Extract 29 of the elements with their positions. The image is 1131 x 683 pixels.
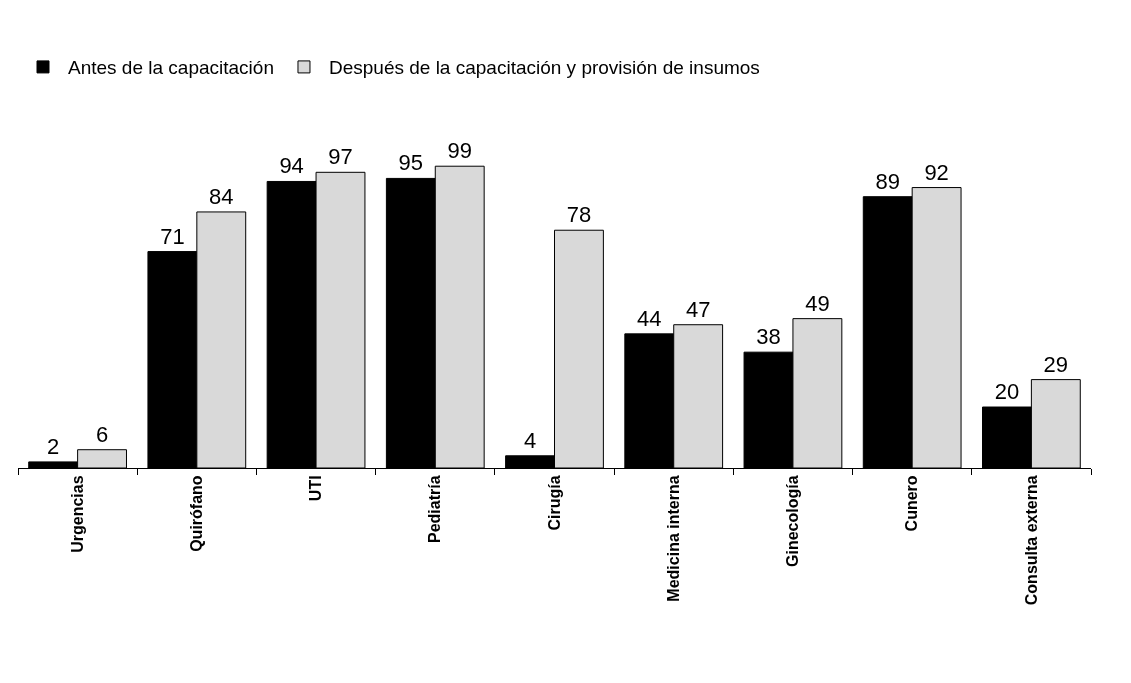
data-label: 4 xyxy=(523,427,537,453)
x-tick-label: Cirugía xyxy=(545,475,563,531)
data-label: 6 xyxy=(95,421,109,447)
legend-label: Después de la capacitación y provisión de insumos xyxy=(328,57,760,79)
data-label: 92 xyxy=(924,159,949,185)
data-label: 99 xyxy=(447,138,472,164)
x-tick-label: Ginecología xyxy=(784,475,802,567)
data-label: 78 xyxy=(566,202,592,228)
data-label: 44 xyxy=(637,305,662,331)
data-label: 97 xyxy=(328,144,353,170)
data-label: 38 xyxy=(756,324,781,350)
x-tick-label: Consulta externa xyxy=(1022,475,1040,606)
x-tick-label: Cunero xyxy=(903,475,921,532)
data-label: 29 xyxy=(1043,351,1069,377)
data-label: 2 xyxy=(47,433,60,459)
data-label: 47 xyxy=(685,296,711,322)
x-tick-label: Pediatría xyxy=(426,475,444,543)
data-label: 20 xyxy=(994,379,1020,405)
data-label: 49 xyxy=(805,290,830,316)
data-label: 94 xyxy=(279,153,304,179)
legend-label: Antes de la capacitación xyxy=(68,57,274,79)
x-tick-label: UTI xyxy=(307,475,325,502)
x-tick-label: Urgencias xyxy=(68,475,86,553)
data-label: 89 xyxy=(875,168,900,194)
data-label: 71 xyxy=(160,223,185,249)
x-tick-label: Medicina interna xyxy=(664,475,682,602)
x-tick-label: Quirófano xyxy=(188,475,206,552)
data-label: 84 xyxy=(209,183,234,209)
data-label: 95 xyxy=(398,150,424,176)
